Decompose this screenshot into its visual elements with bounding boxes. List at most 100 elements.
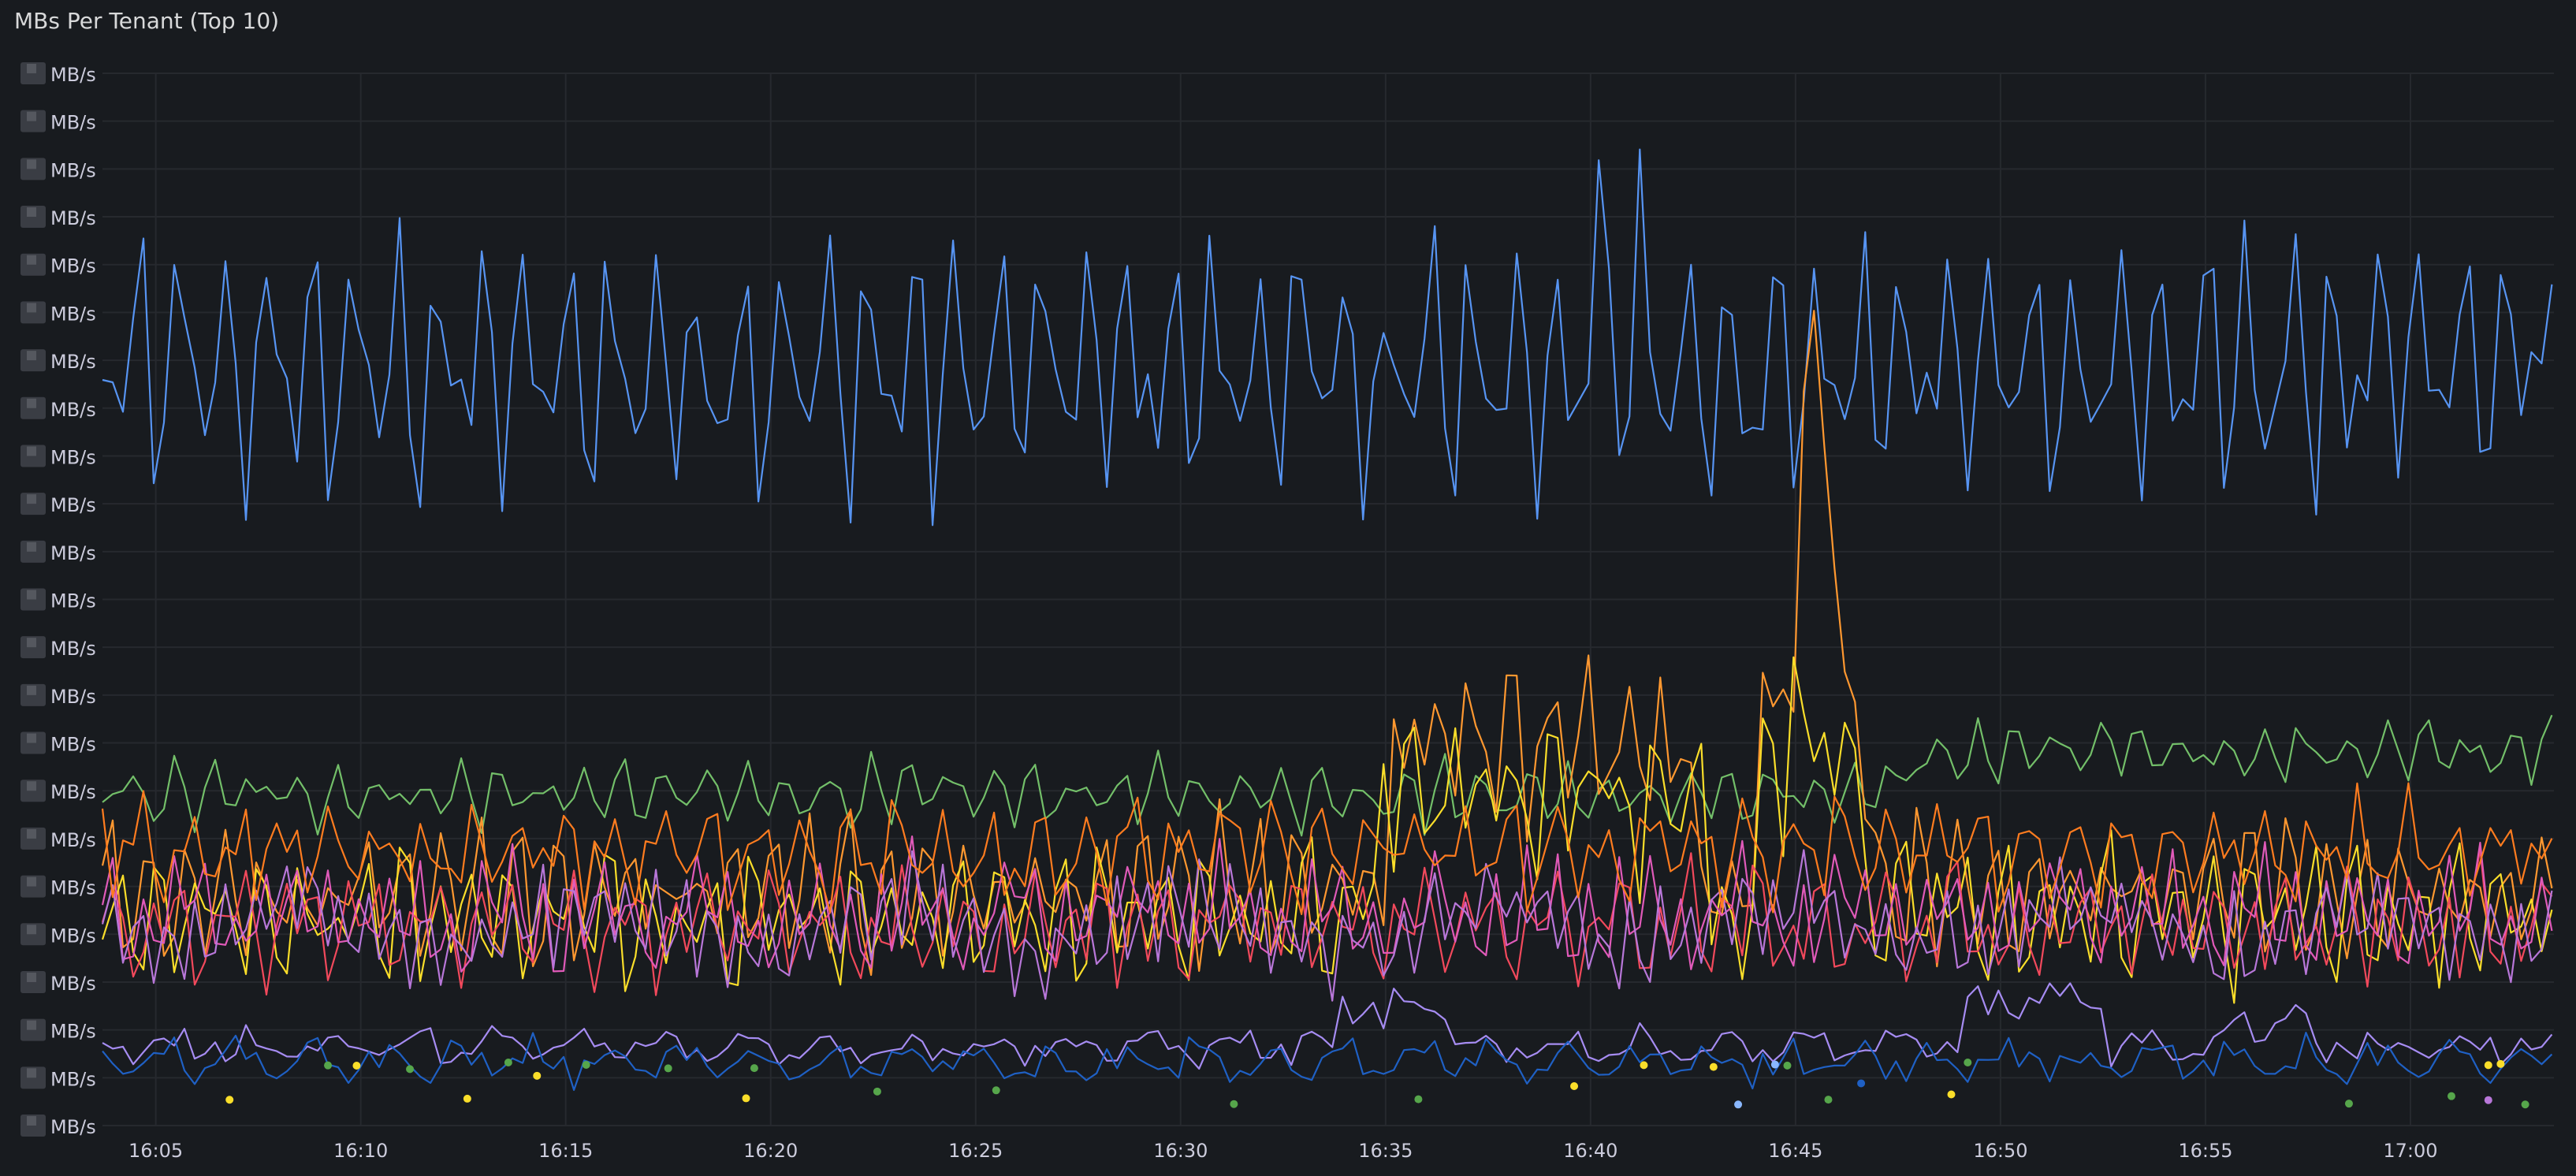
- masked-tick-value-pixel: [27, 207, 36, 218]
- sparse-data-point: [2496, 1059, 2505, 1068]
- y-tick-label: MB/s: [50, 925, 96, 947]
- masked-tick-value-pixel: [27, 159, 36, 169]
- sparse-data-point: [1947, 1090, 1956, 1099]
- sparse-data-point: [1640, 1061, 1648, 1070]
- y-tick-label: MB/s: [50, 638, 96, 660]
- y-tick-label: MB/s: [50, 877, 96, 899]
- sparse-data-point: [324, 1061, 333, 1070]
- y-tick-label: MB/s: [50, 112, 96, 134]
- x-tick-label: 16:50: [1973, 1140, 2027, 1162]
- sparse-data-point: [873, 1087, 881, 1096]
- y-tick-label: MB/s: [50, 781, 96, 803]
- sparse-data-point: [533, 1071, 542, 1080]
- masked-tick-value-pixel: [27, 255, 36, 265]
- x-tick-label: 16:25: [948, 1140, 1003, 1162]
- sparse-data-point: [1857, 1079, 1866, 1088]
- masked-tick-value-pixel: [27, 876, 36, 887]
- sparse-data-point: [2484, 1061, 2492, 1070]
- y-tick-label: MB/s: [50, 1116, 96, 1138]
- sparse-data-point: [750, 1064, 758, 1073]
- x-tick-label: 16:45: [1768, 1140, 1822, 1162]
- sparse-data-point: [463, 1094, 471, 1103]
- sparse-data-point: [406, 1065, 415, 1074]
- y-tick-label: MB/s: [50, 686, 96, 708]
- masked-tick-value-pixel: [27, 1020, 36, 1030]
- y-tick-label: MB/s: [50, 303, 96, 325]
- sparse-data-point: [1770, 1060, 1779, 1069]
- x-tick-label: 16:55: [2178, 1140, 2232, 1162]
- sparse-data-point: [352, 1062, 361, 1070]
- masked-tick-value-pixel: [27, 303, 36, 313]
- sparse-data-point: [582, 1061, 590, 1070]
- y-tick-label: MB/s: [50, 542, 96, 564]
- sparse-data-point: [2484, 1096, 2492, 1104]
- y-tick-label: MB/s: [50, 590, 96, 612]
- sparse-data-point: [504, 1059, 512, 1067]
- masked-tick-value-pixel: [27, 972, 36, 982]
- series-line-6: [101, 835, 2553, 973]
- masked-tick-value-pixel: [27, 494, 36, 504]
- masked-tick-value-pixel: [27, 541, 36, 552]
- series-line-9: [102, 982, 2553, 1070]
- masked-tick-value-pixel: [27, 111, 36, 121]
- masked-tick-value-pixel: [27, 781, 36, 791]
- x-tick-label: 16:15: [538, 1140, 593, 1162]
- sparse-data-point: [2447, 1092, 2455, 1100]
- y-tick-label: MB/s: [50, 734, 96, 756]
- x-tick-label: 16:20: [743, 1140, 798, 1162]
- y-tick-label: MB/s: [50, 494, 96, 516]
- masked-tick-value-pixel: [27, 925, 36, 935]
- masked-tick-value-pixel: [27, 733, 36, 743]
- sparse-data-point: [225, 1096, 234, 1104]
- sparse-data-point: [1230, 1100, 1238, 1108]
- sparse-data-point: [992, 1086, 1000, 1095]
- x-tick-label: 17:00: [2383, 1140, 2437, 1162]
- sparse-data-point: [1570, 1081, 1579, 1090]
- masked-tick-value-pixel: [27, 1068, 36, 1078]
- sparse-data-point: [2521, 1100, 2529, 1109]
- x-tick-label: 16:35: [1358, 1140, 1413, 1162]
- masked-tick-value-pixel: [27, 638, 36, 648]
- y-tick-label: MB/s: [50, 446, 96, 468]
- sparse-data-point: [1414, 1095, 1423, 1103]
- sparse-data-point: [1783, 1061, 1792, 1070]
- series-line-10: [102, 1031, 2553, 1092]
- masked-tick-value-pixel: [27, 685, 36, 695]
- y-tick-label: MB/s: [50, 1068, 96, 1090]
- series-line-1: [102, 148, 2553, 527]
- sparse-data-point: [742, 1094, 750, 1103]
- x-tick-label: 16:30: [1153, 1140, 1208, 1162]
- y-tick-label: MB/s: [50, 973, 96, 995]
- y-tick-label: MB/s: [50, 159, 96, 181]
- masked-tick-value-pixel: [27, 398, 36, 408]
- masked-tick-value-pixel: [27, 590, 36, 600]
- series-line-7: [101, 849, 2553, 1002]
- masked-tick-value-pixel: [27, 64, 36, 73]
- y-tick-label: MB/s: [50, 399, 96, 421]
- panel-title: MBs Per Tenant (Top 10): [14, 8, 280, 34]
- y-tick-label: MB/s: [50, 351, 96, 373]
- masked-tick-value-pixel: [27, 446, 36, 456]
- y-tick-label: MB/s: [50, 829, 96, 851]
- sparse-data-point: [664, 1064, 672, 1073]
- series-line-2: [102, 714, 2553, 837]
- masked-tick-value-pixel: [27, 1116, 36, 1126]
- sparse-data-point: [1709, 1062, 1718, 1071]
- x-tick-label: 16:05: [128, 1140, 183, 1162]
- y-tick-label: MB/s: [50, 64, 96, 86]
- masked-tick-value-pixel: [27, 351, 36, 361]
- y-tick-label: MB/s: [50, 1021, 96, 1043]
- sparse-data-point: [1964, 1058, 1972, 1066]
- y-tick-label: MB/s: [50, 207, 96, 229]
- sparse-data-point: [1734, 1100, 1743, 1109]
- masked-tick-value-pixel: [27, 828, 36, 839]
- series-line-8: [101, 782, 2553, 916]
- x-tick-label: 16:40: [1563, 1140, 1617, 1162]
- y-tick-label: MB/s: [50, 255, 96, 277]
- sparse-data-point: [1824, 1096, 1833, 1104]
- series-line-5: [101, 848, 2553, 996]
- x-tick-label: 16:10: [333, 1140, 388, 1162]
- sparse-data-point: [2344, 1100, 2353, 1108]
